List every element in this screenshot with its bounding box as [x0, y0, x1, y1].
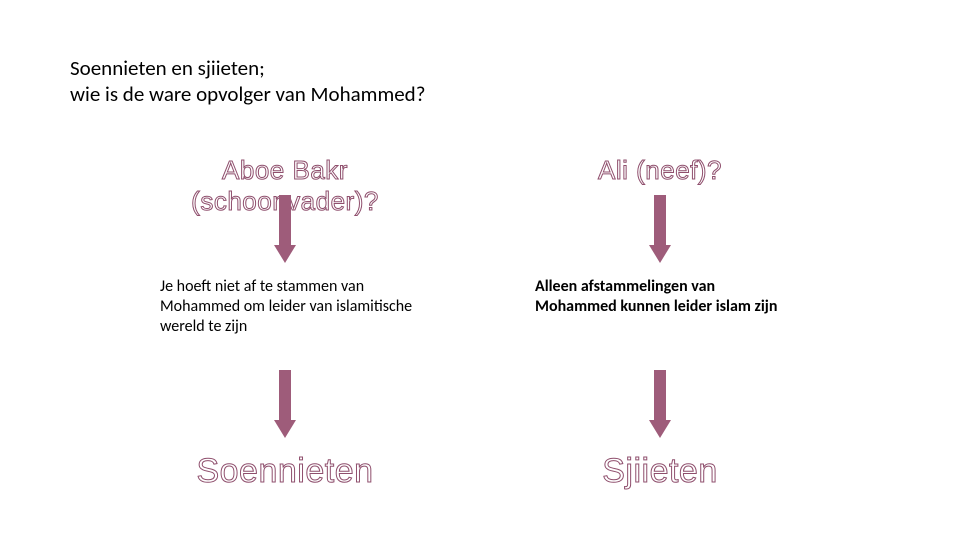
arrow-icon [649, 370, 671, 438]
slide-title: Soennieten en sjiieten; wie is de ware o… [70, 55, 425, 108]
description-right: Alleen afstammelingen van Mohammed kunne… [535, 277, 795, 317]
description-left: Je hoeft niet af te stammen van Mohammed… [160, 277, 420, 337]
heading-ali: Ali (neef)? [520, 155, 800, 186]
arrow-icon [274, 195, 296, 263]
result-soennieten: Soennieten [145, 452, 425, 491]
title-line-2: wie is de ware opvolger van Mohammed? [70, 81, 425, 107]
title-line-1: Soennieten en sjiieten; [70, 55, 265, 81]
result-sjiieten: Sjiieten [520, 452, 800, 491]
arrow-icon [649, 195, 671, 263]
arrow-icon [274, 370, 296, 438]
